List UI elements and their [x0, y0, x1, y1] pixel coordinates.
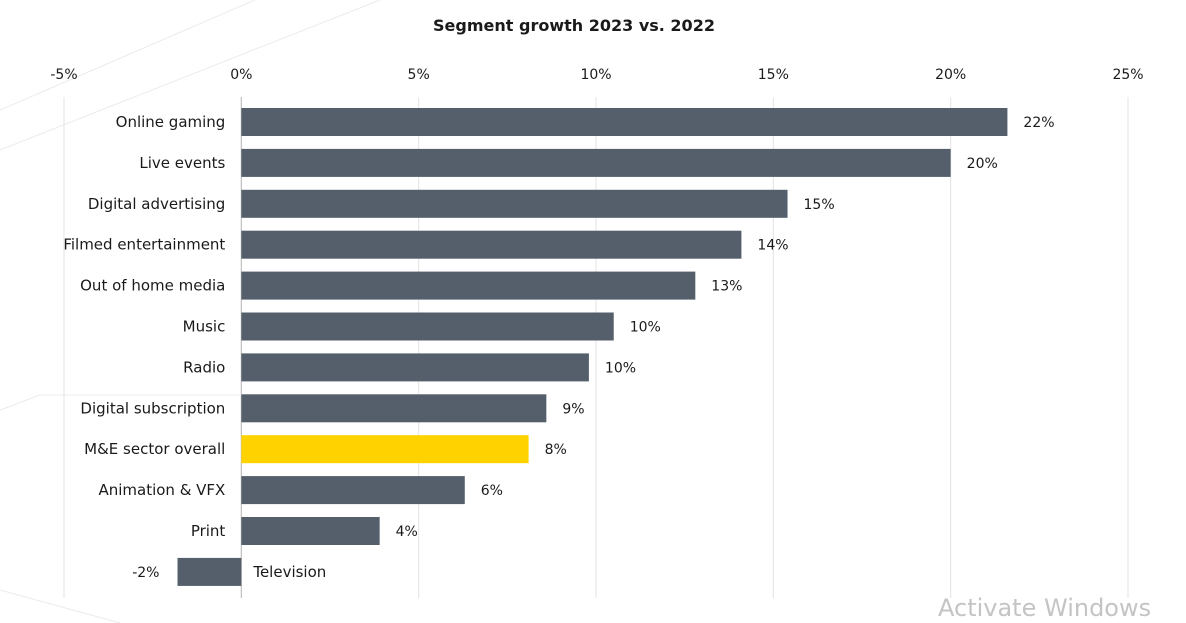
- x-tick-label: 25%: [1112, 67, 1143, 83]
- x-tick-label: 20%: [935, 67, 966, 83]
- x-tick-label: 10%: [580, 67, 611, 83]
- data-label: 10%: [630, 320, 661, 336]
- data-label: 4%: [396, 524, 418, 540]
- bar: [241, 230, 742, 259]
- x-tick-label: 5%: [408, 67, 430, 83]
- data-label: 9%: [562, 401, 584, 417]
- data-label: 14%: [757, 238, 788, 254]
- data-label: -2%: [132, 565, 159, 581]
- category-label: Digital advertising: [88, 195, 225, 213]
- category-labels: Online gaming Live events Digital advertis…: [63, 113, 326, 581]
- category-label: Out of home media: [80, 277, 225, 295]
- data-label: 15%: [804, 197, 835, 213]
- chart-title: Segment growth 2023 vs. 2022: [433, 16, 715, 35]
- category-label: Television: [252, 563, 326, 581]
- data-labels: 22% 20% 15% 14% 13% 10% 10% 9% 8% 6% 4% -2%: [132, 115, 1054, 581]
- background-decoration: [0, 0, 381, 623]
- category-label: Radio: [183, 358, 225, 376]
- data-label: 13%: [711, 279, 742, 295]
- bar: [241, 271, 696, 300]
- category-label: Filmed entertainment: [63, 236, 225, 254]
- x-tick-label: 15%: [758, 67, 789, 83]
- category-label: Online gaming: [116, 113, 226, 131]
- data-label: 10%: [605, 360, 636, 376]
- category-label: Animation & VFX: [98, 481, 225, 499]
- bar: [241, 312, 614, 341]
- data-label: 8%: [545, 442, 567, 458]
- bar: [241, 435, 529, 464]
- category-label: Live events: [139, 154, 225, 172]
- x-tick-label: -5%: [50, 67, 77, 83]
- bar: [241, 394, 547, 423]
- bar: [241, 476, 465, 505]
- gridlines: [63, 97, 1129, 598]
- category-label: Print: [191, 522, 226, 540]
- bar: [241, 108, 1008, 136]
- data-label: 20%: [967, 156, 998, 172]
- activate-windows-watermark: Activate Windows: [938, 594, 1152, 622]
- bar: [241, 189, 788, 218]
- bar: [177, 557, 242, 586]
- data-label: 6%: [481, 483, 503, 499]
- bars: [177, 108, 1008, 586]
- x-axis-ticks: -5% 0% 5% 10% 15% 20% 25%: [50, 67, 1143, 83]
- data-label: 22%: [1023, 115, 1054, 131]
- bar: [241, 517, 380, 545]
- bar: [241, 353, 589, 382]
- category-label: M&E sector overall: [84, 440, 225, 458]
- category-label: Music: [183, 318, 226, 336]
- category-label: Digital subscription: [80, 399, 225, 417]
- bar: [241, 148, 951, 177]
- x-tick-label: 0%: [230, 67, 252, 83]
